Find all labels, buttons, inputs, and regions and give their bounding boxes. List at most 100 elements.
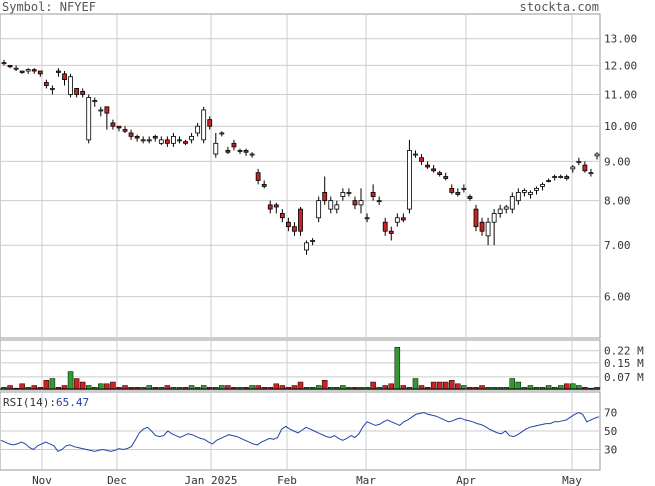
volume-bar [61, 385, 68, 390]
price-grid [0, 14, 600, 338]
candle-body [19, 70, 25, 73]
candle [449, 184, 455, 195]
volume-bar [67, 371, 74, 390]
volume-bar [461, 385, 467, 390]
volume-bar [98, 383, 104, 390]
candle-body [31, 69, 37, 72]
candle-body [340, 192, 346, 197]
candle [183, 139, 188, 146]
candle-body [285, 221, 291, 228]
candle-body [431, 168, 437, 172]
candle [443, 172, 449, 181]
volume-bar [200, 385, 207, 390]
candle [62, 71, 67, 86]
candle [322, 176, 328, 205]
candle [370, 184, 376, 201]
candle-body [158, 139, 164, 144]
volume-y-tick: 0.07 M [604, 371, 644, 384]
candle [570, 165, 576, 173]
volume-bar [563, 383, 570, 390]
candle-body [183, 141, 188, 144]
volume-bar [225, 385, 231, 390]
candle-body [267, 204, 273, 210]
candle [491, 209, 497, 246]
candle-body [528, 192, 533, 195]
candle-body [86, 97, 92, 141]
candle-body [122, 129, 128, 132]
candle-body [13, 67, 19, 70]
candle-body [171, 135, 176, 144]
candle-body [443, 176, 449, 179]
candle [316, 196, 322, 223]
volume-bar [85, 385, 92, 390]
candle-body [400, 217, 406, 221]
candle-body [467, 196, 473, 199]
candle-body [273, 204, 279, 208]
x-axis-tick: Nov [32, 474, 52, 486]
candle [588, 168, 594, 177]
candle [340, 188, 346, 201]
candle [509, 192, 515, 214]
candle-body [582, 164, 588, 172]
price-panel-frame [0, 13, 601, 339]
candle-body [455, 192, 461, 195]
volume-bar [164, 385, 171, 390]
x-axis-tick: Apr [456, 474, 476, 486]
volume-bar [122, 385, 128, 390]
candle-body [570, 166, 576, 170]
volume-bar [394, 346, 401, 390]
candle [279, 209, 285, 223]
candle [134, 134, 140, 142]
price-y-ticks: 13.00 12.00 11.00 10.00 9.00 8.00 7.00 6.00 [604, 33, 637, 304]
candle [431, 165, 437, 173]
candle-body [515, 192, 521, 202]
candle [292, 222, 297, 236]
candle [110, 119, 116, 130]
candle [419, 154, 424, 166]
candle-body [352, 200, 358, 206]
candle-body [98, 109, 104, 112]
volume-bar [455, 383, 461, 390]
volume-bar [442, 381, 449, 390]
price-y-tick: 9.00 [604, 155, 631, 168]
candle-body [588, 172, 594, 175]
candle [37, 70, 43, 77]
candle-body [110, 122, 116, 127]
volume-bar [19, 383, 25, 390]
candle [7, 65, 13, 69]
candle-body [322, 192, 328, 202]
candle-body [485, 221, 491, 237]
candle-body [479, 221, 485, 232]
x-axis-tick: May [562, 474, 582, 486]
volume-bar [43, 380, 50, 390]
candle-body [292, 226, 297, 232]
candle [249, 152, 255, 158]
candle [122, 126, 128, 133]
candle [346, 188, 352, 197]
volume-bar [297, 381, 304, 390]
volume-bar [219, 385, 225, 390]
candle [207, 116, 213, 130]
candle [43, 79, 49, 89]
rsi-y-tick: 30 [604, 444, 617, 457]
candle [261, 180, 267, 189]
candle [225, 146, 231, 155]
candle [285, 217, 291, 232]
candle [92, 97, 98, 107]
candle-body [358, 200, 364, 206]
candle [19, 70, 25, 74]
candle [267, 200, 273, 214]
candle [358, 188, 364, 214]
candle [177, 136, 182, 144]
candle [74, 88, 80, 98]
volume-bar [188, 385, 195, 390]
candles [1, 59, 600, 255]
candle-body [564, 176, 570, 179]
candle [243, 148, 249, 156]
candle-body [540, 183, 545, 187]
candle-body [68, 76, 73, 95]
x-axis-tick: Jan 2025 [185, 474, 238, 486]
volume-bar [73, 378, 80, 390]
volume-bar [321, 380, 328, 390]
